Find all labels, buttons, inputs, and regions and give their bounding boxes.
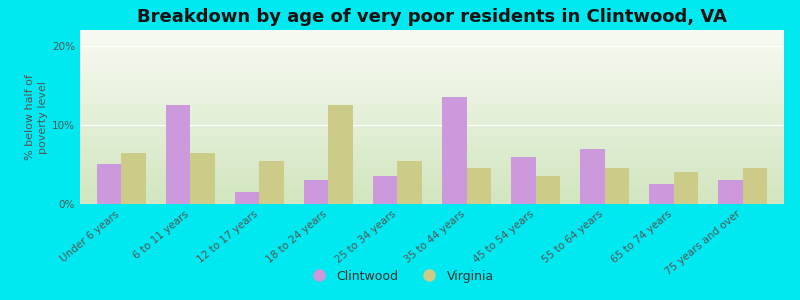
- Bar: [122, 153, 146, 204]
- Bar: [535, 176, 560, 204]
- Bar: [190, 153, 214, 204]
- Bar: [259, 160, 284, 204]
- Bar: [442, 97, 466, 204]
- Bar: [166, 105, 190, 204]
- Y-axis label: % below half of
poverty level: % below half of poverty level: [25, 74, 48, 160]
- Bar: [511, 157, 535, 204]
- Bar: [674, 172, 698, 204]
- Bar: [374, 176, 398, 204]
- Bar: [304, 180, 329, 204]
- Bar: [235, 192, 259, 204]
- Legend: Clintwood, Virginia: Clintwood, Virginia: [301, 265, 499, 288]
- Bar: [329, 105, 353, 204]
- Bar: [742, 168, 766, 204]
- Bar: [650, 184, 674, 204]
- Bar: [580, 148, 605, 204]
- Bar: [98, 164, 122, 204]
- Title: Breakdown by age of very poor residents in Clintwood, VA: Breakdown by age of very poor residents …: [137, 8, 727, 26]
- Bar: [466, 168, 490, 204]
- Bar: [398, 160, 422, 204]
- Bar: [605, 168, 629, 204]
- Bar: [718, 180, 742, 204]
